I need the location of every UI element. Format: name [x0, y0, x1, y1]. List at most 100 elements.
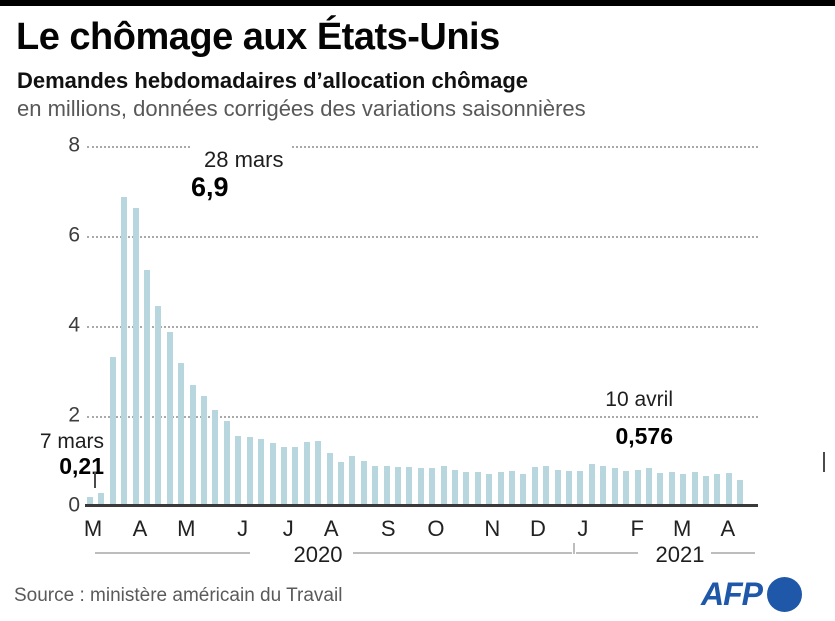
bar [520, 473, 527, 506]
bar [132, 208, 139, 506]
bar [383, 465, 390, 506]
bar [634, 470, 641, 506]
last-annotation-value: 0,576 [615, 423, 673, 450]
bar [509, 470, 516, 506]
bar [691, 471, 698, 506]
last-annotation-pointer [823, 452, 825, 472]
year-line [711, 552, 755, 554]
bar [497, 472, 504, 506]
bar [440, 465, 447, 506]
year-label-2021: 2021 [655, 542, 705, 567]
year-line [95, 552, 250, 554]
bar [121, 197, 128, 506]
chart-unit-note: en millions, données corrigées des varia… [17, 96, 586, 121]
year-label-2020: 2020 [293, 542, 343, 567]
month-label: F [630, 516, 644, 541]
month-label: D [529, 516, 546, 541]
y-axis-tick-label: 6 [68, 223, 80, 247]
y-axis-tick-label: 2 [68, 403, 80, 427]
bar-chart: 8 6 4 2 0 28 mars 6,9 10 avril 0,576 7 mars … [0, 134, 835, 517]
month-label: M [177, 516, 196, 541]
year-line [576, 552, 638, 554]
bar [258, 439, 265, 506]
bar [212, 410, 219, 506]
first-annotation-pointer [94, 472, 96, 488]
gridline [87, 326, 758, 328]
bar [463, 471, 470, 506]
bar [577, 470, 584, 506]
y-axis: 8 6 4 2 0 [0, 134, 80, 517]
bar [474, 471, 481, 506]
month-label: J [282, 516, 294, 541]
x-axis-line [85, 504, 758, 507]
bar [725, 472, 732, 506]
month-label: A [720, 516, 736, 541]
bar [87, 496, 93, 506]
peak-annotation-date: 28 mars [204, 147, 284, 172]
month-label: J [237, 516, 249, 541]
bar [429, 467, 436, 506]
bar [223, 420, 230, 506]
last-annotation-date: 10 avril [605, 388, 673, 411]
month-label: O [427, 516, 445, 541]
bar [668, 472, 675, 506]
bar [292, 447, 299, 506]
bar [280, 447, 287, 506]
page-title: Le chômage aux États-Unis [16, 16, 500, 58]
year-line [353, 552, 572, 554]
bar [623, 470, 630, 506]
year-axis: 2020 2021 [95, 542, 755, 567]
bar [337, 462, 344, 506]
month-label: M [673, 516, 692, 541]
afp-logo-text: AFP [701, 575, 763, 612]
y-axis-tick-label: 8 [68, 133, 80, 157]
month-label: A [323, 516, 339, 541]
chart-subtitle: Demandes hebdomadaires d’allocation chôm… [17, 68, 529, 93]
source-note: Source : ministère américain du Travail [14, 585, 343, 606]
bar [600, 466, 607, 506]
bar [144, 270, 151, 506]
y-axis-tick-label: 0 [68, 493, 80, 517]
first-annotation-date: 7 mars [39, 430, 104, 453]
peak-annotation-value: 6,9 [191, 172, 229, 203]
first-annotation-value: 0,21 [59, 453, 104, 480]
last-annotation: 10 avril 0,576 [605, 388, 673, 449]
bar [611, 468, 618, 506]
bar [486, 474, 493, 506]
bar [394, 467, 401, 506]
afp-logo: AFP [701, 574, 802, 614]
bar [360, 460, 367, 506]
bar [166, 332, 173, 506]
bar [452, 470, 458, 506]
bar [657, 473, 664, 506]
bar [714, 473, 721, 506]
month-label: N [484, 516, 501, 541]
bar [109, 357, 116, 506]
bar [543, 465, 550, 506]
bar-series [87, 146, 744, 506]
gridline [87, 416, 758, 418]
bar [554, 469, 561, 506]
bar [531, 467, 538, 506]
peak-annotation: 28 mars 6,9 [191, 145, 292, 204]
month-label: M [83, 516, 103, 541]
bar [326, 452, 333, 506]
bar [235, 435, 242, 506]
bar [645, 468, 652, 506]
bar [315, 441, 322, 506]
bar [588, 464, 595, 506]
first-annotation: 7 mars 0,21 [40, 430, 104, 479]
top-accent-bar [0, 0, 835, 6]
bar [702, 476, 709, 506]
y-axis-tick-label: 4 [68, 313, 80, 337]
month-label: J [577, 516, 589, 541]
bar [246, 436, 253, 506]
year-divider-tick [573, 543, 575, 554]
bar [406, 466, 413, 506]
afp-logo-circle-icon [767, 576, 802, 612]
bar [269, 442, 276, 506]
bar [737, 480, 744, 506]
bar [303, 442, 310, 506]
month-label: S [380, 516, 396, 541]
